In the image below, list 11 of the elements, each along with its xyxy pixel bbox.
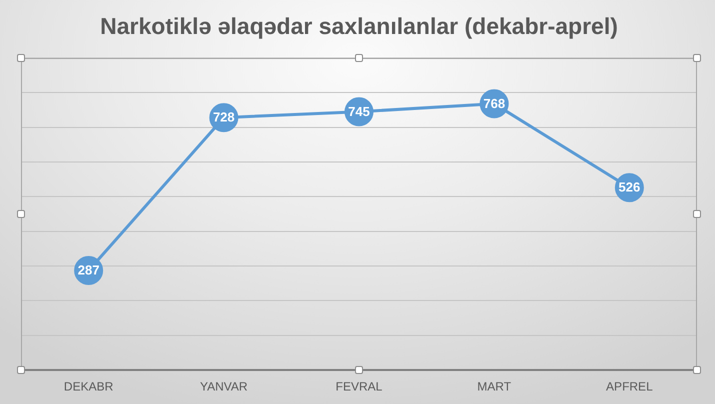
x-tick-label: MART [477, 380, 512, 394]
data-label: 728 [212, 110, 235, 125]
data-label: 526 [618, 180, 640, 195]
x-tick-label: DEKABR [64, 380, 114, 394]
data-label: 287 [78, 262, 100, 278]
x-tick-label: FEVRAL [336, 380, 383, 394]
x-tick-label: YANVAR [200, 380, 248, 394]
chart-title: Narkotiklə əlaqədar saxlanılanlar (dekabr-aprel) [100, 13, 618, 40]
x-tick-label: APFREL [606, 380, 654, 394]
data-label: 745 [348, 104, 370, 119]
data-label: 768 [483, 96, 506, 111]
